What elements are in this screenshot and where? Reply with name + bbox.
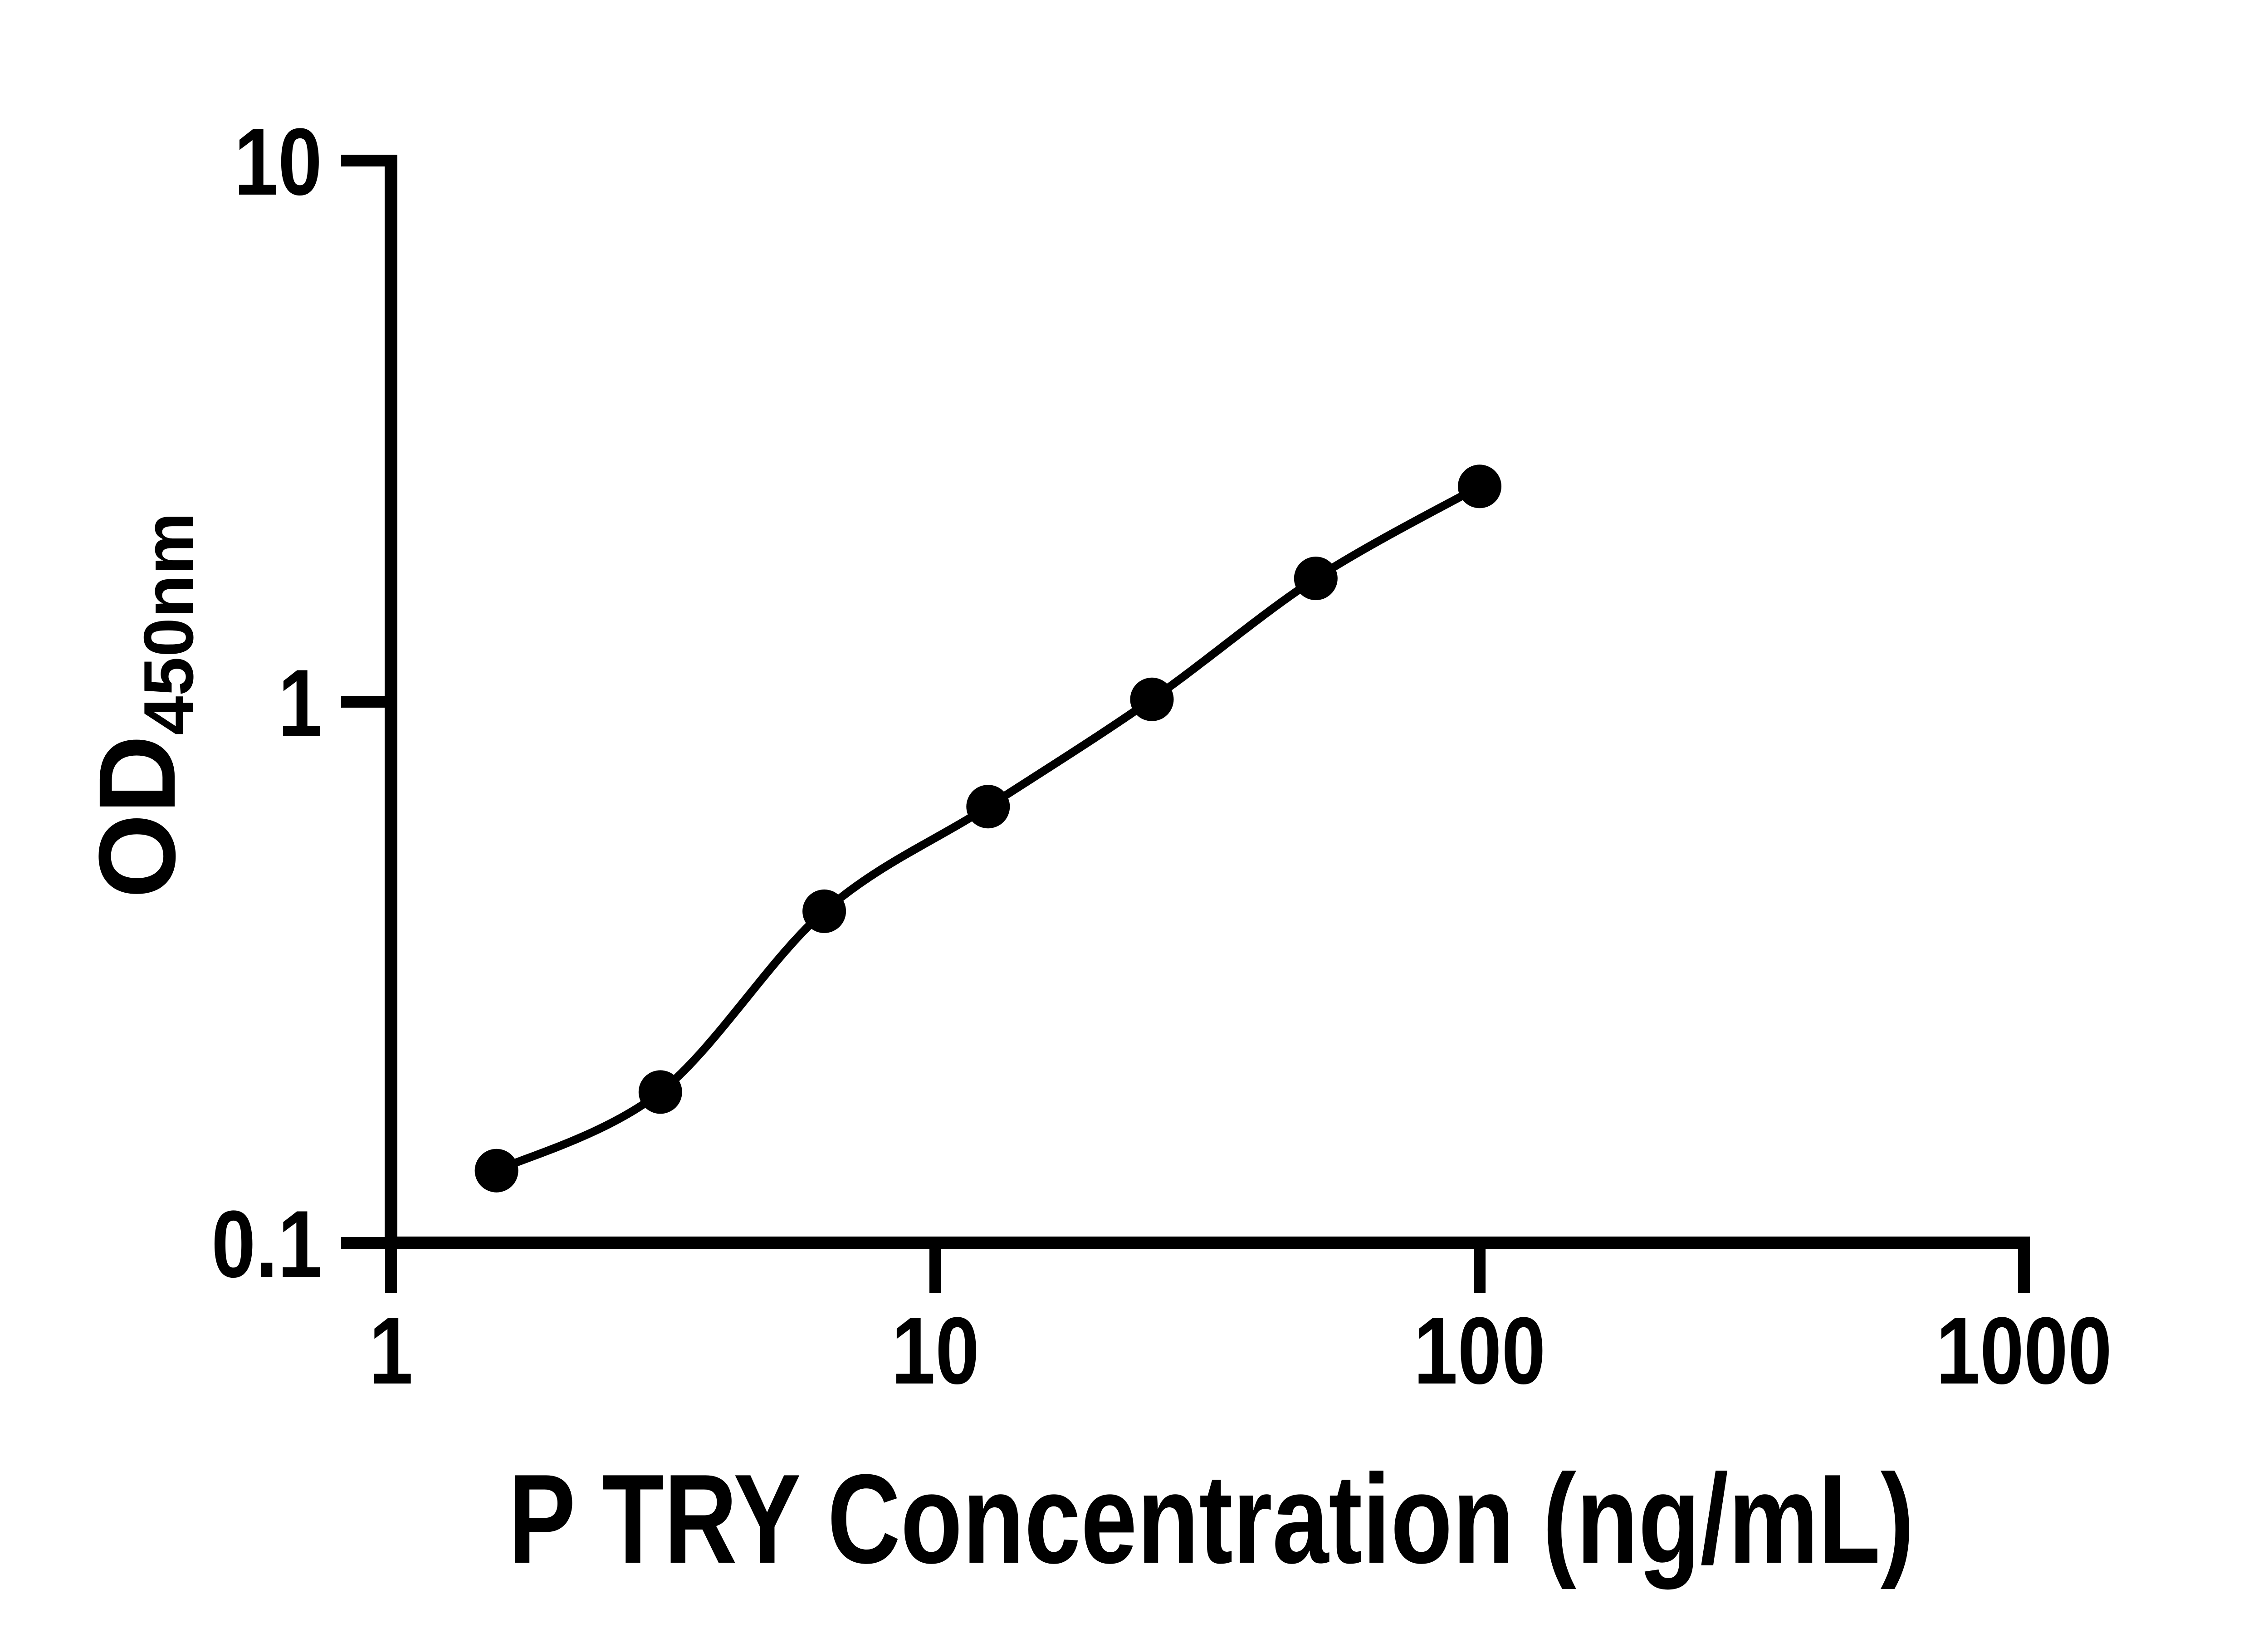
axes-group: 0.1 1 10 1 10 100 1000 [211,108,2112,1404]
y-tick-label: 10 [234,108,322,215]
data-point-marker [474,1149,518,1193]
y-tick-label: 1 [278,650,322,756]
series-group [474,464,1501,1193]
y-axis-title: OD450nm [76,512,208,898]
x-tick-label: 100 [1414,1297,1546,1404]
data-point-marker [966,785,1010,829]
data-point-marker [1130,677,1174,721]
data-point-marker [1294,557,1338,601]
y-axis-title-main: OD [76,735,198,899]
data-point-marker [1458,464,1501,508]
x-tick-label: 1 [369,1297,413,1404]
y-axis-title-subscript: 450nm [129,512,208,735]
x-tick-label: 10 [891,1297,979,1404]
x-tick-label: 1000 [1936,1297,2112,1404]
data-point-marker [802,889,846,933]
x-axis-title: P TRY Concentration (ng/mL) [508,1448,1914,1590]
y-tick-label: 0.1 [211,1191,322,1297]
data-point-marker [638,1070,682,1114]
